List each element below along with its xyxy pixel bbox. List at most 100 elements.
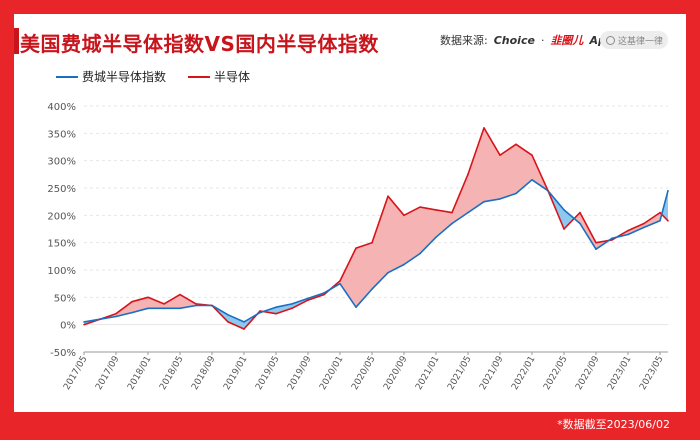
data-point-cn <box>371 241 373 244</box>
data-point-sox <box>371 288 373 290</box>
y-tick-label: 200% <box>47 211 76 222</box>
fill-between-segment <box>436 209 452 238</box>
data-point-sox <box>515 192 517 195</box>
data-point-cn <box>483 127 485 129</box>
data-point-sox <box>179 307 181 310</box>
data-point-sox <box>563 209 565 211</box>
fill-between-segment <box>276 303 292 314</box>
data-point-sox <box>147 307 149 310</box>
search-input[interactable]: 这基律一律 <box>600 31 668 49</box>
data-point-sox <box>163 307 165 310</box>
data-point-cn <box>211 304 213 307</box>
data-point-sox <box>467 211 469 214</box>
data-point-sox <box>291 303 293 305</box>
data-point-cn <box>83 323 85 326</box>
data-point-sox <box>259 311 261 314</box>
legend-swatch-sox <box>56 75 78 78</box>
data-point-cn <box>667 220 669 222</box>
data-point-cn <box>531 154 533 156</box>
fill-between-segment <box>516 144 532 194</box>
x-tick-label: 2023/05 <box>638 355 665 392</box>
legend-swatch-cn <box>188 75 211 78</box>
y-tick-label: 100% <box>47 266 76 277</box>
x-tick-label: 2019/09 <box>286 354 313 392</box>
fill-between-segment <box>564 209 575 229</box>
data-point-sox <box>659 220 661 222</box>
fill-between-segment <box>164 294 180 309</box>
data-point-cn <box>435 209 437 211</box>
data-point-cn <box>259 310 261 312</box>
data-point-cn <box>451 211 453 214</box>
x-tick-label: 2018/01 <box>126 355 153 392</box>
data-point-sox <box>579 222 581 225</box>
data-point-sox <box>307 297 309 300</box>
x-tick-label: 2023/01 <box>606 355 633 392</box>
legend-label-sox: 费城半导体指数 <box>82 70 167 84</box>
data-point-sox <box>451 222 453 225</box>
title-accent-bar <box>14 28 19 54</box>
legend-item-sox: 费城半导体指数 <box>56 68 166 85</box>
x-tick-label: 2017/09 <box>94 354 121 392</box>
x-tick-label: 2021/09 <box>478 354 505 392</box>
data-point-sox <box>435 236 437 238</box>
data-point-cn <box>227 321 229 323</box>
data-point-cn <box>659 211 661 214</box>
data-point-sox <box>595 248 597 251</box>
x-tick-label: 2021/05 <box>446 355 473 392</box>
data-point-sox <box>387 271 389 274</box>
data-point-cn <box>307 299 309 301</box>
x-tick-label: 2022/01 <box>510 355 537 392</box>
data-point-sox <box>227 314 229 316</box>
data-point-sox <box>131 311 133 314</box>
x-tick-label: 2022/05 <box>542 355 569 392</box>
fill-between-segment <box>420 207 436 254</box>
data-point-sox <box>339 282 341 285</box>
fill-between-segment <box>468 127 484 213</box>
data-point-sox <box>355 306 357 308</box>
fill-between-segment <box>228 314 244 330</box>
chart-card <box>14 14 686 412</box>
data-point-sox <box>403 263 405 266</box>
data-point-cn <box>195 303 197 305</box>
y-tick-label: -50% <box>50 348 76 359</box>
data-point-cn <box>515 143 517 146</box>
x-tick-label: 2020/01 <box>318 355 345 392</box>
fill-between-segment <box>452 174 468 224</box>
fill-between-segment <box>340 248 356 308</box>
data-point-cn <box>467 173 469 176</box>
data-point-cn <box>99 318 101 321</box>
data-point-cn <box>179 293 181 296</box>
data-point-cn <box>131 300 133 303</box>
data-point-cn <box>115 312 117 315</box>
data-point-cn <box>339 280 341 282</box>
data-point-sox <box>499 198 501 200</box>
data-point-cn <box>163 303 165 305</box>
fill-between-segment <box>388 196 404 273</box>
x-tick-label: 2019/01 <box>222 355 249 392</box>
fill-between-segment <box>180 294 196 309</box>
data-point-sox <box>483 200 485 203</box>
data-point-cn <box>611 239 613 241</box>
fill-between-segment <box>148 297 164 309</box>
source-label: 数据来源: <box>440 34 488 47</box>
data-point-cn <box>291 307 293 310</box>
x-tick-label: 2022/09 <box>574 354 601 392</box>
data-point-sox <box>83 321 85 323</box>
data-point-cn <box>547 189 549 192</box>
series-line-cn <box>83 127 669 330</box>
data-point-cn <box>275 312 277 315</box>
footnote: *数据截至2023/06/02 <box>557 418 670 431</box>
x-tick-label: 2021/01 <box>414 355 441 392</box>
legend-item-cn: 半导体 <box>188 68 250 85</box>
source-choice: Choice <box>493 33 535 47</box>
data-point-sox <box>627 233 629 236</box>
data-point-cn <box>627 229 629 232</box>
source-separator: · <box>540 33 545 47</box>
data-point-sox <box>115 315 117 318</box>
data-point-sox <box>275 306 277 308</box>
fill-between-segment <box>356 242 372 308</box>
data-point-cn <box>579 211 581 214</box>
chart-legend: 费城半导体指数 半导体 <box>56 68 250 85</box>
data-point-sox <box>323 292 325 294</box>
